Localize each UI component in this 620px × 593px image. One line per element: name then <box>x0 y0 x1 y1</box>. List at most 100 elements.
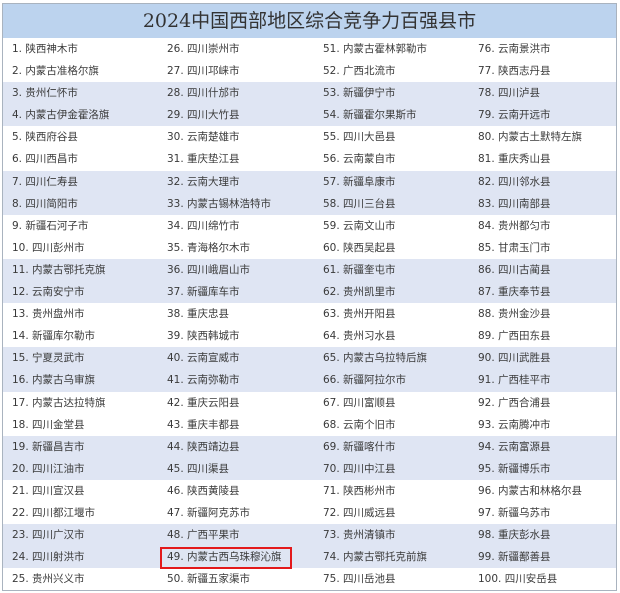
ranking-item: 47. 新疆阿克苏市 <box>167 506 251 519</box>
ranking-item: 15. 宁夏灵武市 <box>3 347 158 370</box>
ranking-item: 18. 四川金堂县 <box>12 418 85 431</box>
ranking-item: 70. 四川中江县 <box>314 457 469 480</box>
ranking-item: 22. 四川都江堰市 <box>12 506 96 519</box>
ranking-item: 89. 广西田东县 <box>478 330 551 343</box>
ranking-item: 14. 新疆库尔勒市 <box>12 330 96 343</box>
ranking-item: 45. 四川渠县 <box>158 457 314 480</box>
ranking-item: 32. 云南大理市 <box>158 170 314 193</box>
ranking-item: 50. 新疆五家渠市 <box>167 573 251 586</box>
ranking-item: 26. 四川崇州市 <box>167 43 240 55</box>
ranking-item: 68. 云南个旧市 <box>323 418 396 431</box>
ranking-item: 64. 贵州习水县 <box>323 330 396 343</box>
ranking-item: 34. 四川绵竹市 <box>167 219 240 232</box>
table-title: 2024中国西部地区综合竞争力百强县市 <box>3 4 616 38</box>
ranking-item: 7. 四川仁寿县 <box>3 170 158 193</box>
ranking-item: 87. 重庆奉节县 <box>469 281 616 304</box>
ranking-item: 72. 四川威远县 <box>323 506 396 519</box>
ranking-item: 73. 贵州清镇市 <box>314 524 469 547</box>
ranking-item: 23. 四川广汉市 <box>3 524 158 547</box>
ranking-item: 61. 新疆奎屯市 <box>314 258 469 282</box>
ranking-item: 98. 重庆彭水县 <box>469 524 616 547</box>
ranking-item: 24. 四川射洪市 <box>3 546 158 569</box>
ranking-item: 78. 四川泸县 <box>469 82 616 105</box>
ranking-item: 48. 广西平果市 <box>158 524 314 547</box>
ranking-item: 55. 四川大邑县 <box>323 131 396 144</box>
ranking-item: 11. 内蒙古鄂托克旗 <box>3 258 158 282</box>
ranking-item: 60. 陕西吴起县 <box>323 241 396 254</box>
ranking-item: 75. 四川岳池县 <box>323 573 396 586</box>
ranking-item: 71. 陕西彬州市 <box>323 484 396 497</box>
ranking-grid: 1. 陕西神木市 26. 四川崇州市 51. 内蒙古霍林郭勒市 76. 云南景洪市 2.… <box>3 38 616 590</box>
ranking-item: 28. 四川什邡市 <box>158 82 314 105</box>
ranking-item: 1. 陕西神木市 <box>12 43 78 55</box>
ranking-item: 5. 陕西府谷县 <box>12 131 78 144</box>
ranking-item: 88. 贵州金沙县 <box>478 308 551 321</box>
ranking-item: 4. 内蒙古伊金霍洛旗 <box>3 104 158 127</box>
ranking-item: 43. 重庆丰都县 <box>167 418 240 431</box>
ranking-item: 77. 陕西志丹县 <box>478 65 551 78</box>
ranking-item: 67. 四川富顺县 <box>323 396 396 409</box>
ranking-item: 58. 四川三台县 <box>314 192 469 215</box>
ranking-item: 59. 云南文山市 <box>323 219 396 232</box>
ranking-item: 39. 陕西韩城市 <box>167 330 240 343</box>
ranking-item: 92. 广西合浦县 <box>478 396 551 409</box>
ranking-item: 79. 云南开远市 <box>469 104 616 127</box>
ranking-item: 94. 云南富源县 <box>469 435 616 458</box>
ranking-item: 10. 四川彭州市 <box>12 241 85 254</box>
ranking-item: 25. 贵州兴义市 <box>12 573 85 586</box>
ranking-item: 80. 内蒙古土默特左旗 <box>478 131 583 144</box>
ranking-item: 6. 四川西昌市 <box>12 153 78 166</box>
ranking-item: 38. 重庆忠县 <box>167 308 230 321</box>
ranking-item: 96. 内蒙古和林格尔县 <box>478 484 583 497</box>
ranking-item: 86. 四川古蔺县 <box>469 258 616 282</box>
ranking-item: 90. 四川武胜县 <box>469 347 616 370</box>
ranking-item: 100. 四川安岳县 <box>478 573 558 586</box>
ranking-item: 54. 新疆霍尔果斯市 <box>314 104 469 127</box>
ranking-item: 3. 贵州仁怀市 <box>3 82 158 105</box>
ranking-item: 62. 贵州凯里市 <box>314 281 469 304</box>
ranking-item: 52. 广西北流市 <box>323 65 396 78</box>
ranking-item: 33. 内蒙古锡林浩特市 <box>158 192 314 215</box>
ranking-item: 31. 重庆垫江县 <box>167 153 240 166</box>
ranking-item: 17. 内蒙古达拉特旗 <box>12 396 106 409</box>
ranking-item: 9. 新疆石河子市 <box>12 219 89 232</box>
highlighted-ranking-item: 49. 内蒙古西乌珠穆沁旗 <box>158 546 314 570</box>
ranking-item: 8. 四川简阳市 <box>3 192 158 215</box>
ranking-item: 99. 新疆鄯善县 <box>469 546 616 569</box>
ranking-item: 69. 新疆喀什市 <box>314 435 469 458</box>
ranking-item: 85. 甘肃玉门市 <box>478 241 551 254</box>
ranking-item: 20. 四川江油市 <box>3 457 158 480</box>
ranking-item: 46. 陕西黄陵县 <box>167 484 240 497</box>
ranking-item: 57. 新疆阜康市 <box>314 170 469 193</box>
ranking-item: 84. 贵州都匀市 <box>478 219 551 232</box>
ranking-item: 12. 云南安宁市 <box>3 281 158 304</box>
ranking-item: 74. 内蒙古鄂托克前旗 <box>314 546 469 569</box>
ranking-item: 91. 广西桂平市 <box>469 369 616 392</box>
ranking-item: 56. 云南蒙自市 <box>323 153 396 166</box>
ranking-item: 76. 云南景洪市 <box>478 43 551 55</box>
ranking-item: 51. 内蒙古霍林郭勒市 <box>323 43 428 55</box>
ranking-item: 83. 四川南部县 <box>469 192 616 215</box>
ranking-item: 35. 青海格尔木市 <box>167 241 251 254</box>
ranking-item: 13. 贵州盘州市 <box>12 308 85 321</box>
ranking-item: 40. 云南宣威市 <box>158 347 314 370</box>
ranking-item: 16. 内蒙古乌审旗 <box>3 369 158 392</box>
ranking-item: 44. 陕西靖边县 <box>158 435 314 458</box>
ranking-item: 19. 新疆昌吉市 <box>3 435 158 458</box>
ranking-item: 2. 内蒙古准格尔旗 <box>12 65 99 78</box>
ranking-item: 82. 四川邻水县 <box>469 170 616 193</box>
ranking-table: 2024中国西部地区综合竞争力百强县市 1. 陕西神木市 26. 四川崇州市 51.… <box>2 3 617 591</box>
ranking-item: 95. 新疆博乐市 <box>469 457 616 480</box>
ranking-item: 27. 四川邛崃市 <box>167 65 240 78</box>
ranking-item: 53. 新疆伊宁市 <box>314 82 469 105</box>
ranking-item: 30. 云南楚雄市 <box>167 131 240 144</box>
ranking-item: 97. 新疆乌苏市 <box>478 506 551 519</box>
ranking-item: 81. 重庆秀山县 <box>478 153 551 166</box>
ranking-item: 65. 内蒙古乌拉特后旗 <box>314 347 469 370</box>
ranking-item: 66. 新疆阿拉尔市 <box>314 369 469 392</box>
ranking-item: 29. 四川大竹县 <box>158 104 314 127</box>
ranking-item: 41. 云南弥勒市 <box>158 369 314 392</box>
ranking-item: 93. 云南腾冲市 <box>478 418 551 431</box>
ranking-item: 37. 新疆库车市 <box>158 281 314 304</box>
ranking-item: 21. 四川宣汉县 <box>12 484 85 497</box>
